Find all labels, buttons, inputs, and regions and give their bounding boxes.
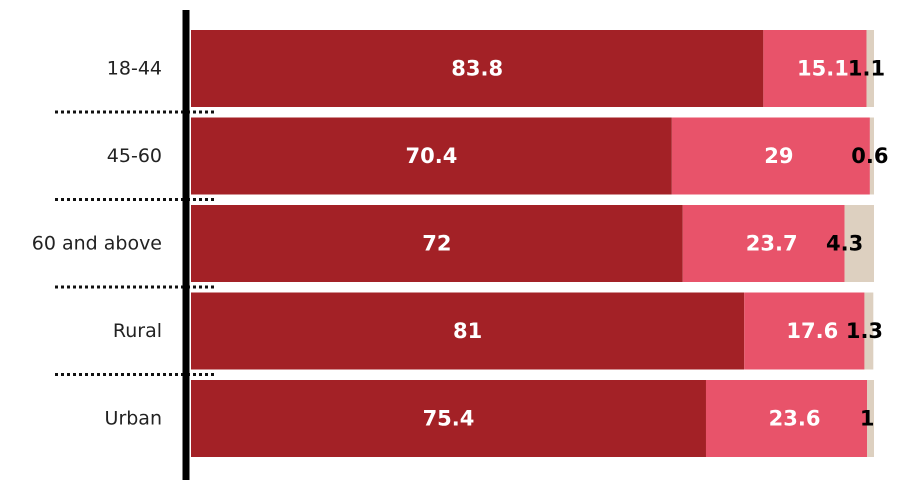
data-label: 75.4 xyxy=(423,407,475,431)
data-label: 17.6 xyxy=(786,319,838,343)
bar-segment xyxy=(744,292,865,370)
data-label: 70.4 xyxy=(406,144,458,168)
category-label: Urban xyxy=(105,408,162,430)
data-label: 83.8 xyxy=(451,57,503,81)
data-label: 29 xyxy=(764,144,793,168)
data-label: 23.7 xyxy=(746,232,798,256)
bar-segment xyxy=(867,380,874,457)
data-label: 0.6 xyxy=(851,144,888,168)
category-label: 18-44 xyxy=(107,58,162,80)
bar-segment xyxy=(191,380,706,457)
bar-segment xyxy=(763,30,867,107)
bar-segment xyxy=(864,292,874,370)
bar-segment xyxy=(869,117,874,195)
data-label: 1.3 xyxy=(846,319,883,343)
data-label: 72 xyxy=(422,232,451,256)
bar-segment xyxy=(844,205,874,282)
category-label: Rural xyxy=(113,320,162,342)
bar-segment xyxy=(682,205,845,282)
bar-segment xyxy=(191,117,672,195)
data-label: 1.1 xyxy=(848,57,885,81)
bar-segment xyxy=(191,292,745,370)
bar-segment xyxy=(705,380,868,457)
bar-segment xyxy=(191,205,683,282)
data-label: 1 xyxy=(860,407,875,431)
category-label: 45-60 xyxy=(107,145,162,167)
data-label: 23.6 xyxy=(769,407,821,431)
data-label: 15.1 xyxy=(797,57,849,81)
category-label: 60 and above xyxy=(32,233,162,255)
data-label: 81 xyxy=(453,319,482,343)
bar-segment xyxy=(866,30,874,107)
bar-segment xyxy=(671,117,870,195)
data-label: 4.3 xyxy=(826,232,863,256)
bar-segment xyxy=(191,30,764,107)
